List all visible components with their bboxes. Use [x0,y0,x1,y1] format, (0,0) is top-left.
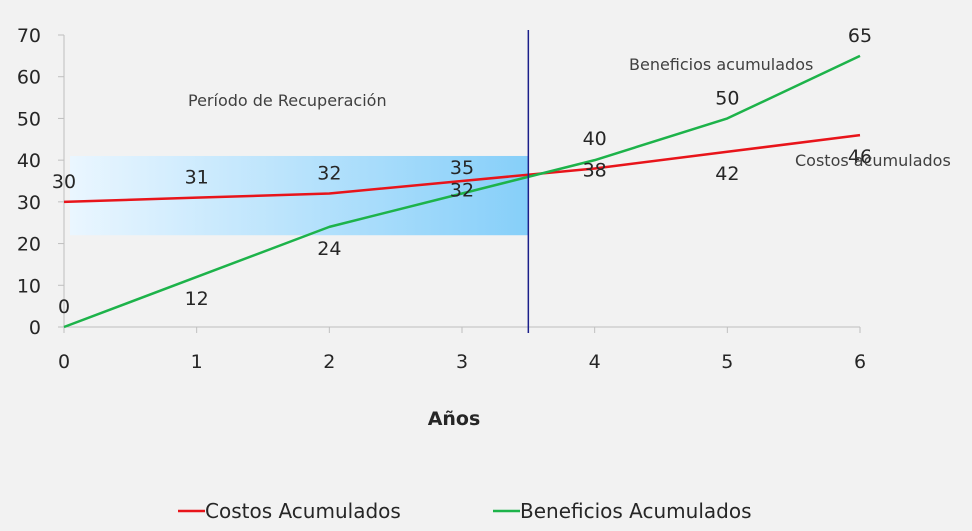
costs-annotation: Costos acumulados [795,151,951,170]
x-axis-title: Años [428,408,481,430]
data-label-costs: 38 [583,159,607,181]
y-tick-label: 10 [17,275,41,297]
series-line-costos-acumulados [63,133,861,204]
x-tick-label: 5 [721,351,733,373]
legend-label: Costos Acumulados [205,499,401,523]
data-label-costs: 35 [450,157,474,179]
y-tick-label: 30 [17,192,41,214]
data-label-benefits: 65 [848,25,872,47]
legend: Costos Acumulados Beneficios Acumulados [178,499,752,523]
y-tick-label: 20 [17,234,41,256]
x-tick-label: 0 [58,351,70,373]
x-tick-label: 3 [456,351,468,373]
data-label-costs: 31 [185,167,209,189]
data-label-costs: 32 [317,163,341,185]
x-tick-label: 4 [589,351,601,373]
data-label-benefits: 50 [715,87,739,109]
series-line-beneficios-acumulados [63,54,861,329]
y-tick-label: 40 [17,150,41,172]
data-label-benefits: 40 [583,128,607,150]
x-tick-label: 6 [854,351,866,373]
data-label-benefits: 24 [317,238,341,260]
y-tick-label: 60 [17,67,41,89]
series-lines-layer [63,30,861,333]
annotations-layer: Período de Recuperación Beneficios acumu… [188,55,951,170]
y-tick-label: 50 [17,108,41,130]
data-label-costs: 30 [52,171,76,193]
benefits-annotation: Beneficios acumulados [629,55,813,74]
legend-label: Beneficios Acumulados [520,499,752,523]
y-tick-label: 70 [17,25,41,47]
data-label-benefits: 0 [58,296,70,318]
data-label-benefits: 32 [450,180,474,202]
x-tick-label: 1 [191,351,203,373]
x-tick-label: 2 [323,351,335,373]
y-tick-label: 0 [29,317,41,339]
data-label-benefits: 12 [185,288,209,310]
data-label-costs: 42 [715,163,739,185]
data-label-costs: 46 [848,146,872,168]
payback-period-annotation: Período de Recuperación [188,91,387,110]
